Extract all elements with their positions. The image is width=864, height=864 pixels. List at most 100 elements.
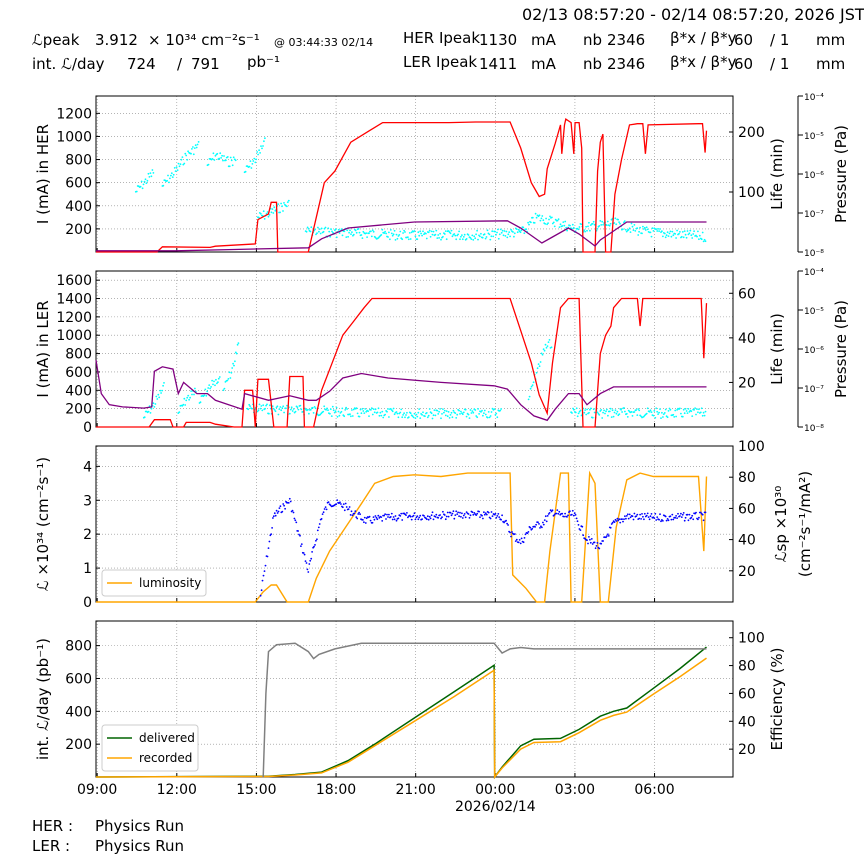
lumi-specific-lumi-dot — [622, 520, 624, 523]
ler-pressure-4-dot — [477, 408, 479, 410]
lumi-specific-lumi-dot — [457, 511, 459, 514]
her-pressure-5-dot — [368, 232, 370, 235]
lumi-specific-lumi-dot — [386, 513, 388, 516]
ler-y3tick-label: 10⁻⁵ — [804, 307, 824, 317]
her-pressure-1-dot — [184, 152, 187, 155]
lumi-specific-lumi-dot — [309, 559, 312, 562]
lumi-specific-lumi-dot — [563, 515, 565, 518]
ler-pressure-4-dot — [403, 412, 405, 415]
ler-pressure-4-dot — [280, 409, 283, 412]
her-pressure-5-dot — [668, 232, 671, 235]
ler-pressure-6-dot — [697, 411, 699, 414]
her-pressure-3-dot — [251, 163, 254, 165]
lumi-specific-lumi-dot — [437, 516, 440, 519]
ler-pressure-5-dot — [527, 398, 530, 401]
her-pressure-2-dot — [221, 154, 224, 157]
ler-pressure-3-dot — [223, 387, 226, 390]
ler-pressure-4-dot — [360, 412, 363, 415]
her-pressure-5-dot — [566, 229, 568, 232]
lumi-specific-lumi-dot — [621, 518, 623, 520]
lumi-specific-lumi-dot — [345, 506, 348, 508]
ler-pressure-4-dot — [482, 414, 484, 417]
ler-pressure-6-dot — [646, 407, 649, 410]
lumi-specific-lumi-dot — [460, 515, 462, 518]
ler-pressure-4-dot — [488, 416, 491, 419]
her-pressure-5-dot — [624, 228, 627, 231]
her-pressure-5-dot — [540, 217, 543, 220]
her-pressure-5-dot — [358, 231, 361, 234]
her-mm-unit: mm — [816, 31, 846, 49]
ler-pressure-5-dot — [532, 381, 535, 384]
ler-nb-label: nb — [583, 55, 603, 73]
ler-pressure-4-dot — [397, 416, 400, 419]
ler-pressure-4-dot — [396, 412, 399, 415]
her-ma-unit: mA — [531, 31, 556, 49]
ler-y2tick-label: 60 — [738, 286, 756, 302]
ler-pressure-4-dot — [459, 413, 461, 415]
ler-pressure-2-dot — [204, 388, 207, 391]
ler-pressure-4-dot — [454, 412, 457, 414]
ler-pressure-6-dot — [635, 409, 638, 411]
ler-pressure-5-dot — [543, 349, 546, 352]
lumi-specific-lumi-dot — [616, 517, 619, 520]
her-pressure-2-dot — [214, 154, 217, 157]
lumi-specific-lumi-dot — [581, 525, 584, 528]
ler-pressure-4-dot — [451, 416, 454, 419]
ler-pressure-4-dot — [444, 414, 447, 417]
ler-pressure-6-group — [570, 407, 707, 419]
ler-ytick-label: 1400 — [56, 292, 92, 308]
her-pressure-3-dot — [261, 147, 263, 150]
her-pressure-3-dot — [258, 149, 260, 152]
lumi-specific-lumi-dot — [264, 564, 267, 567]
lumi-specific-lumi-dot — [377, 514, 380, 517]
lumi-specific-lumi-dot — [413, 512, 416, 515]
intl-separator: / — [177, 55, 183, 73]
ler-pressure-2-dot — [211, 379, 214, 382]
her-pressure-3-dot — [257, 153, 259, 156]
ler-status-label: LER : — [32, 837, 71, 855]
lumi-specific-lumi-dot — [564, 512, 566, 515]
lumi-specific-lumi-dot — [582, 534, 585, 537]
lumi-specific-lumi-dot — [687, 519, 690, 522]
lumi-specific-lumi-dot — [529, 526, 532, 529]
lumi-specific-lumi-dot — [385, 518, 387, 520]
her-pressure-1-dot — [191, 148, 193, 150]
her-pressure-5-dot — [334, 228, 337, 231]
ler-pressure-6-dot — [687, 408, 690, 410]
ler-pressure-6-dot — [676, 409, 678, 411]
ler-pressure-6-dot — [626, 416, 629, 418]
her-pressure-5-dot — [691, 237, 694, 239]
her-pressure-4-dot — [262, 210, 265, 213]
lumi-specific-lumi-dot — [356, 517, 359, 520]
ler-pressure-1-dot — [186, 396, 189, 399]
lumi-specific-lumi-dot — [389, 516, 392, 518]
her-pressure-5-dot — [520, 229, 523, 232]
her-pressure-5-dot — [598, 225, 601, 227]
lumi-specific-lumi-dot — [434, 515, 437, 518]
ler-pressure-4-dot — [421, 414, 423, 416]
lumi-specific-lumi-dot — [602, 540, 604, 542]
her-pressure-5-dot — [465, 238, 468, 240]
her-pressure-5-dot — [316, 232, 318, 235]
her-pressure-5-dot — [432, 230, 435, 233]
ler-pressure-5-dot — [544, 343, 547, 346]
ler-pressure-6-dot — [681, 415, 684, 418]
ler-pressure-2-dot — [199, 401, 202, 404]
ler-pressure-1-dot — [193, 393, 195, 396]
ler-pressure-4-dot — [402, 414, 404, 416]
her-pressure-5-dot — [384, 230, 386, 233]
lumi-specific-lumi-dot — [440, 517, 442, 520]
her-pressure-5-dot — [617, 218, 619, 221]
ler-pressure-4-dot — [251, 407, 253, 410]
lumi-specific-lumi-dot — [300, 543, 303, 545]
lumi-specific-lumi-dot — [485, 513, 488, 516]
ler-pressure-6-dot — [627, 409, 630, 412]
lumi-specific-lumi-dot — [439, 514, 441, 516]
ler-pressure-2-dot — [205, 394, 208, 397]
her-pressure-5-dot — [562, 221, 565, 224]
ler-pressure-6-dot — [602, 411, 604, 414]
her-pressure-5-dot — [569, 224, 571, 227]
ler-pressure-4-dot — [439, 408, 441, 410]
her-pressure-5-dot — [453, 233, 456, 235]
her-pressure-5-dot — [508, 231, 511, 234]
